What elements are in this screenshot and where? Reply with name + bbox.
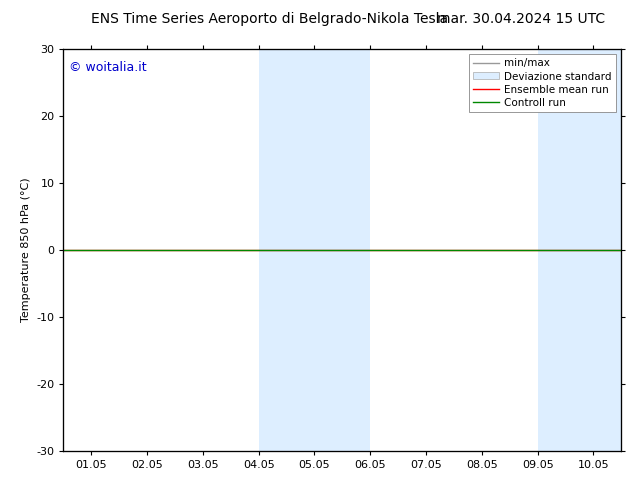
Bar	[538, 49, 621, 451]
Y-axis label: Temperature 850 hPa (°C): Temperature 850 hPa (°C)	[21, 177, 30, 322]
Text: ENS Time Series Aeroporto di Belgrado-Nikola Tesla: ENS Time Series Aeroporto di Belgrado-Ni…	[91, 12, 448, 26]
Legend: min/max, Deviazione standard, Ensemble mean run, Controll run: min/max, Deviazione standard, Ensemble m…	[469, 54, 616, 112]
Text: © woitalia.it: © woitalia.it	[69, 61, 146, 74]
Bar	[259, 49, 370, 451]
Text: mar. 30.04.2024 15 UTC: mar. 30.04.2024 15 UTC	[437, 12, 605, 26]
